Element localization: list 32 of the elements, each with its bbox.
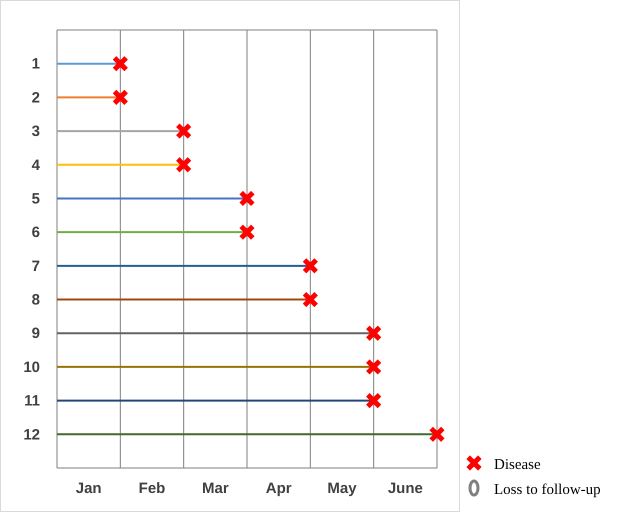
text: May (327, 480, 358, 497)
legend-label: Loss to follow-up (494, 482, 601, 498)
text: Feb (138, 480, 166, 497)
text: Mar (202, 480, 229, 497)
point (365, 324, 382, 342)
y-tick-label: 2 (32, 89, 40, 106)
point (428, 426, 446, 443)
y-tick-label: 12 (23, 426, 40, 444)
y-tick-label: 7 (32, 258, 40, 275)
point (238, 190, 256, 207)
y-tick-label: 6 (32, 224, 40, 242)
text: June (388, 480, 423, 497)
point (365, 358, 382, 376)
point (365, 392, 382, 409)
y-tick-label: 4 (32, 156, 41, 174)
text: Apr (266, 480, 292, 497)
y-tick-label: 8 (32, 292, 40, 309)
point (302, 258, 319, 274)
text: Jan (76, 480, 102, 497)
y-tick-label: 10 (23, 358, 40, 376)
point (238, 224, 256, 240)
legend-label: Disease (494, 457, 541, 473)
y-tick-label: 9 (32, 325, 40, 342)
y-tick-label: 3 (32, 123, 40, 140)
point (175, 156, 192, 174)
y-tick-label: 1 (32, 56, 40, 73)
y-tick-label: 5 (32, 190, 40, 208)
point (175, 122, 192, 140)
point (112, 89, 129, 106)
point (112, 55, 129, 72)
y-tick-label: 11 (24, 392, 40, 410)
point (302, 291, 319, 308)
